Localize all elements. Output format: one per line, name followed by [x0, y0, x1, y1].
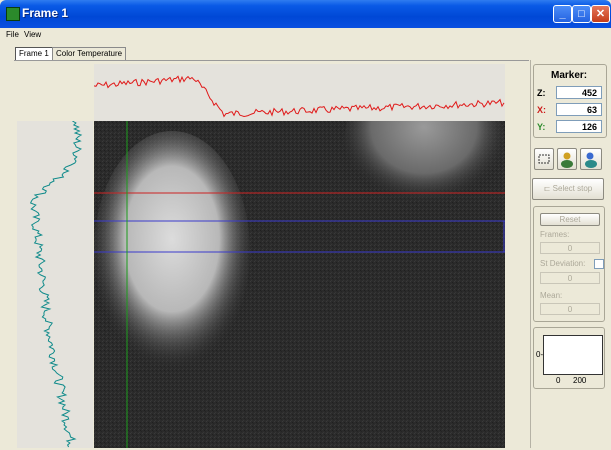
minimize-button[interactable]: _	[553, 5, 572, 23]
tab-color-temperature[interactable]: Color Temperature	[52, 47, 127, 60]
histogram-x-tick-200: 200	[573, 376, 587, 385]
mean-field[interactable]: 0	[540, 303, 600, 315]
marker-z-label: Z:	[537, 88, 546, 98]
histogram-x-tick-0: 0	[556, 376, 561, 385]
histogram-plot	[543, 335, 603, 375]
reset-button[interactable]: Reset	[540, 213, 600, 226]
close-icon: ✕	[595, 8, 606, 20]
horizontal-profile-line	[93, 75, 505, 118]
image-view[interactable]	[94, 121, 505, 448]
marker-title: Marker:	[551, 70, 588, 81]
crop-tool-button[interactable]	[534, 148, 554, 170]
person-zoom-icon	[585, 152, 597, 168]
std-deviation-label: St Deviation:	[540, 259, 586, 268]
select-stop-icon: ⊏	[543, 184, 551, 193]
menu-bar	[0, 28, 611, 41]
app-icon	[6, 7, 20, 21]
person-zoom-tool-button[interactable]	[580, 148, 602, 170]
minimize-icon: _	[559, 8, 566, 20]
person-icon	[561, 152, 573, 168]
window-title: Frame 1	[22, 6, 69, 20]
maximize-button[interactable]: □	[572, 5, 591, 23]
bright-region-left	[94, 131, 250, 371]
marker-x-label: X:	[537, 105, 546, 115]
bright-region-right	[344, 121, 504, 211]
marker-z-value: 452	[556, 86, 602, 99]
stats-group	[533, 206, 605, 322]
marker-x-value: 63	[556, 103, 602, 116]
histogram-y-tick: 0-	[536, 350, 544, 359]
frames-field[interactable]: 0	[540, 242, 600, 254]
menu-file[interactable]: File	[6, 30, 19, 39]
close-button[interactable]: ✕	[591, 5, 610, 23]
maximize-icon: □	[578, 8, 585, 20]
histogram-group	[533, 327, 605, 389]
mean-label: Mean:	[540, 291, 563, 300]
person-tool-button[interactable]	[557, 148, 577, 170]
std-deviation-field[interactable]: 0	[540, 272, 600, 284]
select-stop-button[interactable]: ⊏ Select stop	[532, 178, 604, 200]
std-deviation-checkbox[interactable]	[594, 259, 604, 269]
thermal-image	[94, 121, 505, 448]
tab-frame-1[interactable]: Frame 1	[15, 47, 53, 60]
horizontal-profile-svg	[93, 75, 505, 118]
vertical-profile-line	[29, 120, 83, 448]
frames-label: Frames:	[540, 230, 570, 239]
marker-group	[533, 64, 607, 138]
title-bar[interactable]	[0, 0, 611, 28]
horizontal-profile-plot	[93, 64, 505, 121]
marker-y-value: 126	[556, 120, 602, 133]
select-stop-label: Select stop	[552, 184, 593, 193]
marker-y-label: Y:	[537, 122, 546, 132]
vertical-profile-svg	[29, 120, 83, 448]
crop-icon	[538, 154, 550, 164]
menu-view[interactable]: View	[24, 30, 42, 39]
vertical-profile-plot	[17, 120, 93, 448]
